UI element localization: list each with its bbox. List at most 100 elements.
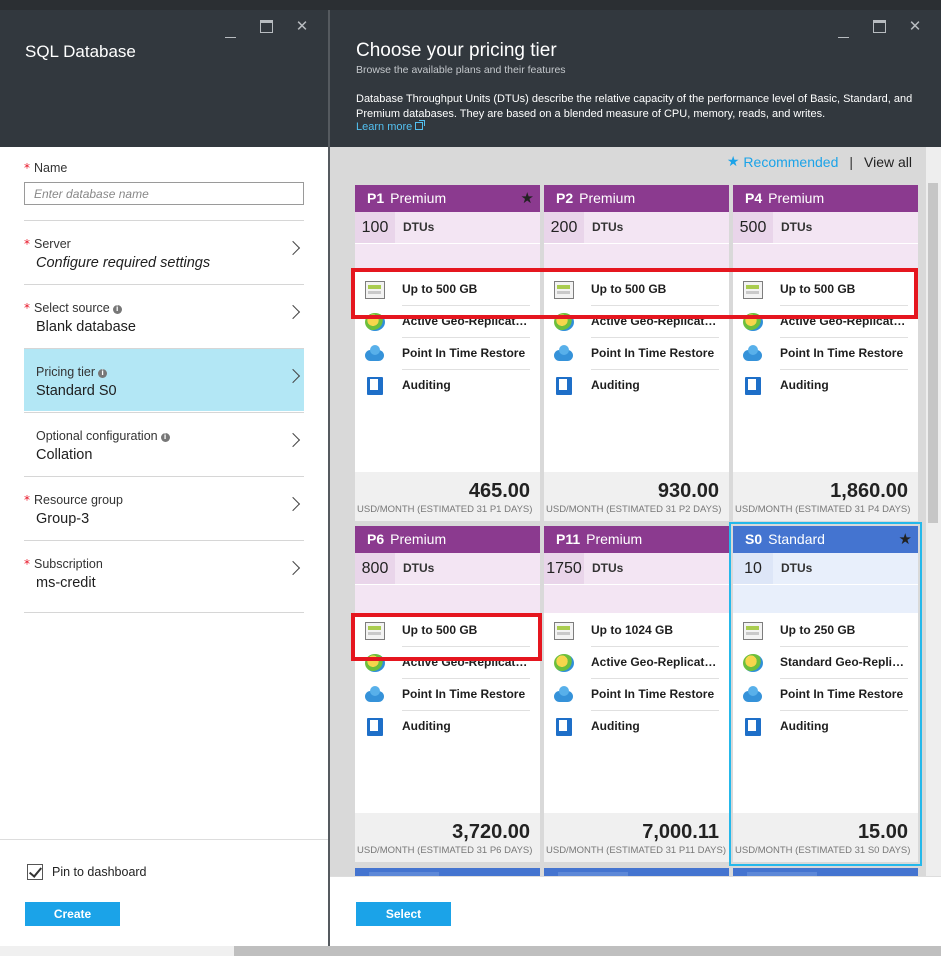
tier-card-p1[interactable]: P1 Premium ★ 100 DTUs Up to 500 GB Active Geo-… (355, 185, 540, 521)
feature-divider (591, 305, 719, 306)
feature-text: Up to 500 GB (402, 623, 478, 637)
info-icon[interactable]: i (98, 369, 108, 378)
row-pricing-tier[interactable]: Pricing tier i Standard S0 (24, 348, 304, 411)
star-icon: ★ (726, 153, 740, 169)
globe-icon (743, 654, 763, 672)
dtu-band: 500 DTUs (733, 212, 918, 272)
tier-code: P4 (745, 190, 763, 206)
recommended-filter[interactable]: Recommended (743, 153, 839, 170)
feature-text: Auditing (780, 719, 829, 733)
book-icon (367, 718, 383, 736)
blade-divider (328, 10, 330, 956)
database-name-input[interactable] (24, 182, 304, 205)
feature-divider (591, 678, 719, 679)
minimize-icon[interactable] (825, 16, 861, 36)
row-server[interactable]: * Server Configure required settings (24, 220, 304, 283)
tier-header: P11 Premium (544, 526, 729, 553)
row-optional-configuration[interactable]: Optional configuration i Collation (24, 412, 304, 475)
pricing-title: Choose your pricing tier (356, 40, 557, 61)
storage-icon (365, 281, 385, 299)
row-value: Configure required settings (36, 255, 211, 271)
next-row-card-peek (733, 868, 918, 876)
dtu-unit: DTUs (592, 220, 624, 234)
tier-code: P6 (367, 531, 385, 547)
dtu-divider (733, 584, 918, 585)
feature-divider (780, 369, 908, 370)
maximize-icon[interactable] (861, 16, 897, 36)
info-icon[interactable]: i (160, 433, 170, 442)
row-value: Group-3 (36, 511, 90, 527)
pin-checkbox[interactable] (27, 864, 43, 880)
close-icon[interactable] (897, 16, 933, 36)
price-footer: 3,720.00 USD/MONTH (ESTIMATED 31 P6 DAYS) (355, 813, 540, 862)
tier-name: Premium (390, 531, 447, 547)
storage-icon (554, 622, 574, 640)
row-label-wrap: Pricing tier i (36, 361, 108, 380)
globe-icon (365, 654, 385, 672)
book-icon (745, 377, 761, 395)
feature-divider (780, 710, 908, 711)
row-resource-group[interactable]: * Resource group Group-3 (24, 476, 304, 539)
tier-card-p2[interactable]: P2 Premium 200 DTUs Up to 500 GB Active Geo-R… (544, 185, 729, 521)
tier-card-p11[interactable]: P11 Premium 1750 DTUs Up to 1024 GB Active Ge… (544, 526, 729, 862)
tier-code: S0 (745, 531, 763, 547)
row-value: Collation (36, 447, 93, 463)
tier-name: Premium (586, 531, 643, 547)
feature-divider (402, 678, 530, 679)
dtu-unit: DTUs (403, 220, 435, 234)
row-subscription[interactable]: * Subscription ms-credit (24, 540, 304, 603)
row-select-source[interactable]: * Select source i Blank database (24, 284, 304, 347)
dtu-description: Database Throughput Units (DTUs) describ… (356, 93, 913, 120)
maximize-icon[interactable] (248, 16, 284, 36)
create-button[interactable]: Create (25, 902, 120, 926)
feature-text: Up to 500 GB (780, 282, 856, 296)
learn-more-text[interactable]: Learn more (356, 121, 413, 133)
row-label: Pricing tier (36, 365, 96, 379)
close-icon[interactable] (284, 16, 320, 36)
tier-header: P2 Premium (544, 185, 729, 212)
sql-database-blade: SQL Database * Name * Server Configure requ… (0, 10, 328, 956)
dtu-count: 100 (355, 212, 395, 243)
row-value: Blank database (36, 319, 136, 335)
cloud-restore-icon (743, 345, 763, 363)
feature-divider (780, 646, 908, 647)
view-all-filter[interactable]: View all (864, 153, 912, 170)
chevron-right-icon (285, 560, 301, 576)
feature-divider (402, 337, 530, 338)
dtu-unit: DTUs (781, 561, 813, 575)
feature-text: Point In Time Restore (591, 687, 715, 701)
pin-to-dashboard[interactable]: Pin to dashboard (27, 864, 147, 880)
feature-divider (402, 646, 530, 647)
gallery-scrollbar[interactable] (926, 147, 941, 876)
feature-item: Active Geo-Replication (544, 306, 729, 338)
feature-item: Standard Geo-Replication (733, 647, 918, 679)
chevron-right-icon (285, 304, 301, 320)
price-estimate: USD/MONTH (ESTIMATED 31 P2 DAYS) (546, 504, 722, 515)
dtu-divider (355, 243, 540, 244)
tier-card-p4[interactable]: P4 Premium 500 DTUs Up to 500 GB Active Geo-R… (733, 185, 918, 521)
feature-item: Auditing (544, 370, 729, 402)
info-icon[interactable]: i (112, 305, 122, 314)
select-button[interactable]: Select (356, 902, 451, 926)
price-footer: 930.00 USD/MONTH (ESTIMATED 31 P2 DAYS) (544, 472, 729, 521)
tier-card-s0[interactable]: S0 Standard ★ 10 DTUs Up to 250 GB Standard Ge… (729, 522, 922, 866)
scroll-thumb[interactable] (928, 183, 938, 523)
feature-text: Active Geo-Replication (591, 314, 719, 328)
dtu-count: 500 (733, 212, 773, 243)
bottom-scrollbar[interactable] (234, 946, 941, 956)
minimize-icon[interactable] (212, 16, 248, 36)
tier-header: P6 Premium (355, 526, 540, 553)
tier-code: P1 (367, 190, 385, 206)
learn-more-link[interactable]: Learn more (356, 120, 426, 133)
tier-name: Premium (579, 190, 636, 206)
price-estimate: USD/MONTH (ESTIMATED 31 S0 DAYS) (735, 845, 911, 856)
pin-label: Pin to dashboard (52, 865, 147, 879)
pricing-subtitle: Browse the available plans and their fea… (356, 64, 566, 76)
globe-icon (554, 654, 574, 672)
tier-filter: ★ Recommended | View all (727, 153, 912, 170)
tier-card-p6[interactable]: P6 Premium 800 DTUs Up to 500 GB Active Geo-R… (355, 526, 540, 862)
required-asterisk: * (24, 493, 30, 507)
window-controls (825, 16, 933, 36)
blade-header: SQL Database (0, 10, 328, 147)
dtu-divider (544, 584, 729, 585)
